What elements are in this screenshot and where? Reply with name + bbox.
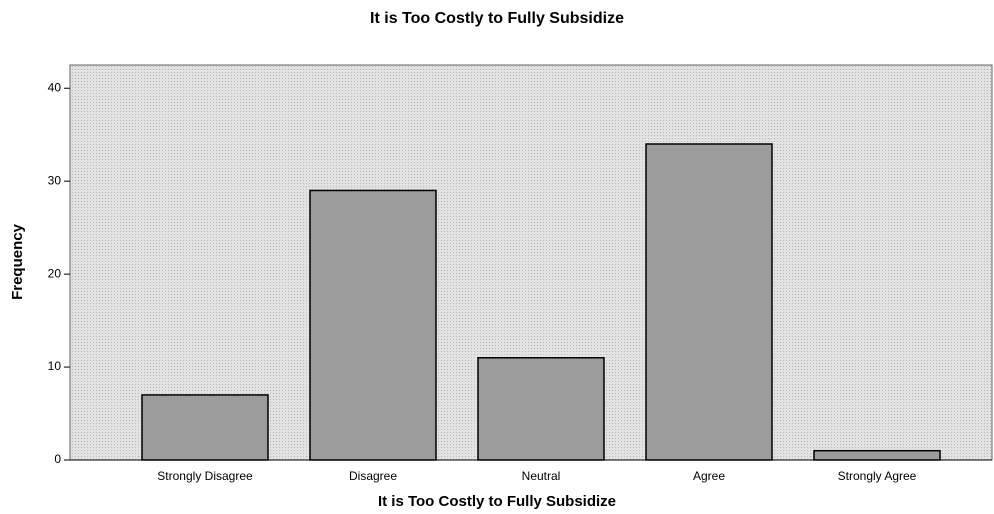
x-axis-label: It is Too Costly to Fully Subsidize xyxy=(378,493,616,510)
y-axis-label: Frequency xyxy=(9,223,26,300)
bar xyxy=(813,449,941,461)
chart-title: It is Too Costly to Fully Subsidize xyxy=(370,10,624,27)
bar xyxy=(477,357,605,461)
bar xyxy=(141,394,269,461)
bar xyxy=(309,189,437,461)
x-tick-label: Neutral xyxy=(522,469,561,483)
x-tick-label: Strongly Agree xyxy=(838,469,917,483)
x-tick-label: Disagree xyxy=(349,469,397,483)
x-tick-label: Agree xyxy=(693,469,725,483)
y-tick-label: 10 xyxy=(48,359,62,373)
bar xyxy=(645,143,773,461)
x-tick-label: Strongly Disagree xyxy=(157,469,253,483)
y-tick-label: 30 xyxy=(48,173,62,187)
y-tick-label: 40 xyxy=(48,80,62,94)
y-tick-label: 20 xyxy=(48,266,62,280)
y-tick-label: 0 xyxy=(54,452,61,466)
